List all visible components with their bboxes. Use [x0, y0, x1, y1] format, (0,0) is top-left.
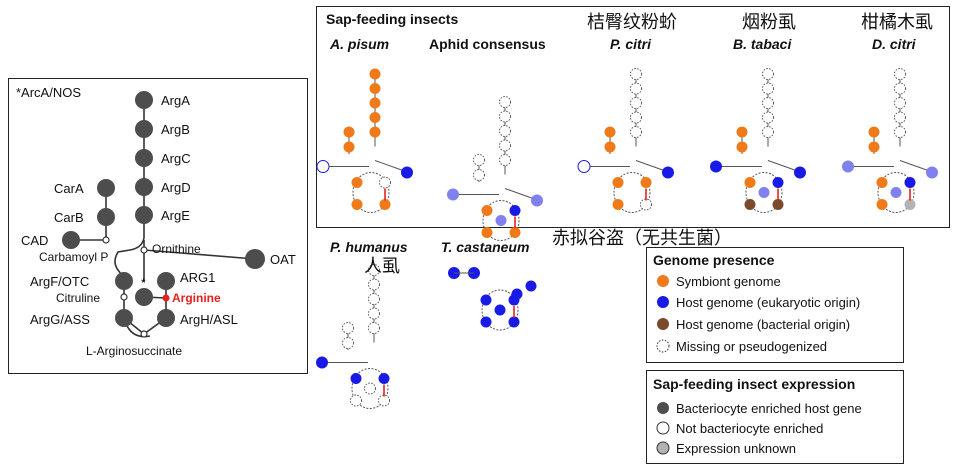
legend-symbiont-swatch: [657, 275, 669, 287]
pathway-small-nodes: [102, 236, 148, 338]
legend-item-symbiont: Symbiont genome: [676, 274, 781, 289]
cara-node: [97, 179, 115, 197]
species-name-dcitri: D. citri: [872, 36, 916, 52]
legend-host-euk-swatch: [657, 296, 669, 308]
arge-label: ArgE: [161, 208, 190, 223]
arga-label: ArgA: [161, 93, 190, 108]
carb-label: CarB: [54, 210, 84, 225]
tcastaneum-glyph: [448, 267, 537, 331]
argc-node: [135, 149, 153, 167]
ornithine-label: Ornithine: [152, 242, 201, 256]
species-name-phumanus: P. humanus: [330, 239, 408, 255]
legend-item-unknown: Expression unknown: [676, 441, 796, 456]
legend-item-host-euk: Host genome (eukaryotic origin): [676, 295, 861, 310]
arginine-node: [162, 294, 170, 302]
star-label: *: [141, 276, 146, 290]
legend-host-bact-swatch: [657, 318, 669, 330]
argininosuccinate-label: L-Arginosuccinate: [86, 344, 183, 358]
arg1-label: ARG1: [180, 270, 216, 285]
arginine-label: Arginine: [172, 291, 221, 305]
star-node: [135, 288, 153, 306]
argb-node: [135, 120, 153, 138]
legend-bacteriocyte-swatch: [657, 402, 669, 414]
argb-label: ArgB: [161, 122, 190, 137]
species-cn-tcastaneum: 赤拟谷盗（无共生菌）: [552, 228, 732, 249]
legend-not-enriched-swatch: [656, 421, 670, 435]
legend-item-bacteriocyte: Bacteriocyte enriched host gene: [676, 401, 862, 416]
argd-label: ArgD: [161, 180, 191, 195]
legend-item-not-enriched: Not bacteriocyte enriched: [676, 421, 824, 436]
argf-label: ArgF/OTC: [30, 274, 90, 289]
arge-node: [135, 206, 153, 224]
cara-label: CarA: [54, 181, 84, 196]
species-name-tcastaneum: T. castaneum: [441, 239, 530, 255]
argg-label: ArgG/ASS: [30, 312, 90, 327]
argd-node: [135, 178, 153, 196]
legend-unknown-swatch: [656, 441, 670, 455]
oat-node: [245, 249, 265, 269]
expression-legend: [646, 370, 904, 464]
argh-label: ArgH/ASL: [180, 312, 238, 327]
species-name-apisum: A. pisum: [330, 36, 390, 52]
species-name-pcitri: P. citri: [610, 36, 651, 52]
oat-label: OAT: [270, 252, 296, 267]
argg-node: [115, 309, 133, 327]
argf-node: [115, 272, 133, 290]
pathway-nodes: [62, 91, 265, 327]
expression-legend-title: Sap-feeding insect expression: [653, 376, 856, 392]
pcitri-glyph: [577, 68, 674, 213]
pathway-title: *ArcA/NOS: [16, 85, 82, 100]
species-cn-dcitri: 柑橘木虱: [861, 12, 933, 33]
aphid-consensus-glyph: [447, 96, 543, 241]
cad-label: CAD: [21, 233, 49, 248]
genome-presence-legend: [646, 247, 904, 363]
cad-node: [62, 231, 80, 249]
argc-label: ArgC: [161, 151, 191, 166]
apisum-glyph: [316, 68, 413, 213]
legend-item-missing: Missing or pseudogenized: [676, 339, 828, 354]
arga-node: [135, 91, 153, 109]
presence-legend-title: Genome presence: [653, 252, 775, 268]
species-cn-pcitri: 桔臀纹粉蚧: [587, 12, 677, 33]
argh-node: [157, 309, 175, 327]
arg1-node: [157, 272, 175, 290]
legend-missing-swatch: [656, 339, 670, 353]
legend-markers: [656, 275, 670, 455]
phumanus-glyph: [316, 264, 390, 409]
dcitri-glyph: [842, 68, 938, 213]
btabaci-glyph: [710, 68, 806, 213]
legend-item-host-bact: Host genome (bacterial origin): [676, 317, 851, 332]
carbamoyl-label: Carbamoyl P: [39, 250, 109, 264]
species-cn-btabaci: 烟粉虱: [742, 12, 796, 33]
species-name-btabaci: B. tabaci: [733, 36, 792, 52]
sap-panel-title: Sap-feeding insects: [326, 11, 459, 27]
pathway-panel: [8, 78, 308, 374]
sap-feeding-panel: [316, 6, 950, 228]
species-name-aphid-consensus: Aphid consensus: [429, 36, 546, 52]
carb-node: [97, 208, 115, 226]
citruline-label: Citruline: [56, 291, 101, 305]
species-cn-phumanus: 人虱: [364, 256, 400, 277]
